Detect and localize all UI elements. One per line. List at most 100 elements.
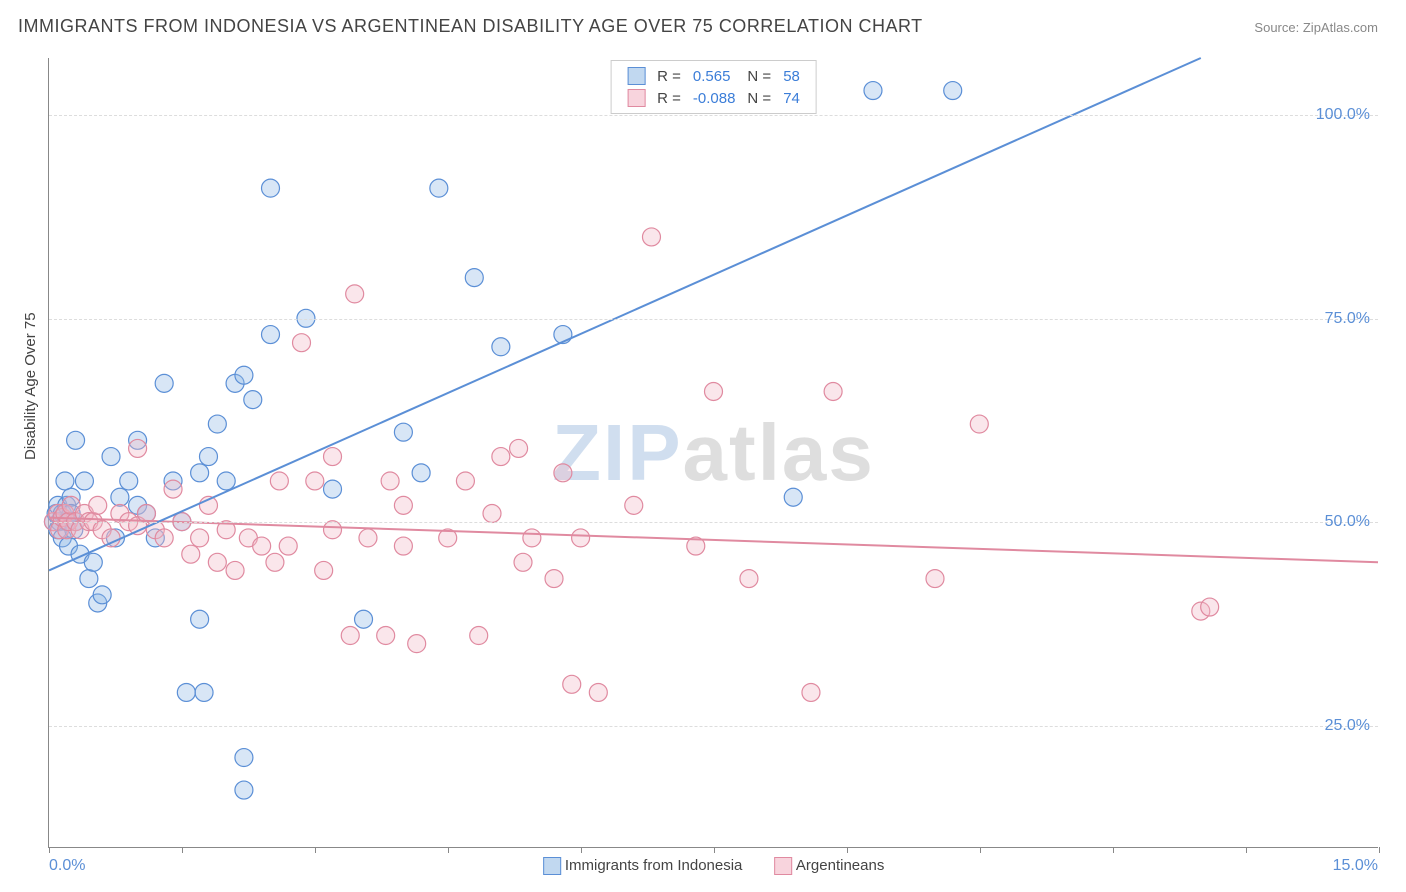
source-label: Source: [1254,20,1299,35]
data-point [492,338,510,356]
data-point [102,448,120,466]
correlation-legend: R = 0.565 N = 58 R = -0.088 N = 74 [610,60,817,114]
data-point [191,529,209,547]
n-value-pink: 74 [777,87,806,109]
data-point [266,553,284,571]
swatch-pink-icon [775,857,793,875]
data-point [306,472,324,490]
data-point [84,553,102,571]
source-name: ZipAtlas.com [1303,20,1378,35]
data-point [235,366,253,384]
data-point [279,537,297,555]
data-point [944,82,962,100]
swatch-pink-icon [627,89,645,107]
x-tick [448,847,449,853]
data-point [381,472,399,490]
data-point [235,749,253,767]
data-point [346,285,364,303]
data-point [177,683,195,701]
data-point [208,553,226,571]
legend-label-blue: Immigrants from Indonesia [565,857,743,874]
n-value-blue: 58 [777,65,806,87]
y-tick-label: 50.0% [1325,513,1370,531]
data-point [262,326,280,344]
data-point [111,488,129,506]
data-point [120,472,138,490]
x-tick [847,847,848,853]
swatch-blue-icon [627,67,645,85]
data-point [75,472,93,490]
data-point [244,391,262,409]
n-label: N = [741,87,777,109]
data-point [926,570,944,588]
data-point [864,82,882,100]
y-tick-label: 75.0% [1325,310,1370,328]
y-tick-label: 25.0% [1325,717,1370,735]
gridline-h [49,522,1378,523]
data-point [324,521,342,539]
data-point [642,228,660,246]
data-point [191,464,209,482]
r-value-pink: -0.088 [687,87,742,109]
chart-title: IMMIGRANTS FROM INDONESIA VS ARGENTINEAN… [18,16,923,37]
data-point [510,439,528,457]
data-point [93,586,111,604]
data-point [470,627,488,645]
data-point [341,627,359,645]
data-point [784,488,802,506]
gridline-h [49,319,1378,320]
legend-item-blue: Immigrants from Indonesia [543,857,747,874]
legend-label-pink: Argentineans [796,857,884,874]
plot-area: ZIPatlas R = 0.565 N = 58 R = -0.088 N =… [48,58,1378,848]
data-point [155,529,173,547]
data-point [359,529,377,547]
data-point [195,683,213,701]
x-tick [714,847,715,853]
data-point [625,496,643,514]
data-point [394,537,412,555]
data-point [315,561,333,579]
data-point [324,448,342,466]
data-point [235,781,253,799]
r-label: R = [651,65,687,87]
data-point [191,610,209,628]
x-tick [581,847,582,853]
data-point [155,374,173,392]
x-axis-max-label: 15.0% [1333,857,1378,875]
x-tick [1113,847,1114,853]
gridline-h [49,115,1378,116]
x-tick [1379,847,1380,853]
source-attribution: Source: ZipAtlas.com [1254,20,1378,35]
n-label: N = [741,65,777,87]
data-point [430,179,448,197]
data-point [465,269,483,287]
data-point [293,334,311,352]
data-point [56,472,74,490]
data-point [483,505,501,523]
data-point [253,537,271,555]
data-point [970,415,988,433]
data-point [89,496,107,514]
data-point [545,570,563,588]
legend-row-blue: R = 0.565 N = 58 [621,65,806,87]
data-point [102,529,120,547]
data-point [262,179,280,197]
data-point [67,431,85,449]
x-tick [182,847,183,853]
data-point [554,464,572,482]
r-value-blue: 0.565 [687,65,742,87]
data-point [182,545,200,563]
data-point [208,415,226,433]
data-point [270,472,288,490]
x-tick [1246,847,1247,853]
data-point [80,570,98,588]
data-point [377,627,395,645]
series-legend: Immigrants from Indonesia Argentineans [529,857,899,875]
x-axis-min-label: 0.0% [49,857,85,875]
x-tick [980,847,981,853]
data-point [824,383,842,401]
data-point [226,561,244,579]
data-point [412,464,430,482]
data-point [492,448,510,466]
data-point [456,472,474,490]
